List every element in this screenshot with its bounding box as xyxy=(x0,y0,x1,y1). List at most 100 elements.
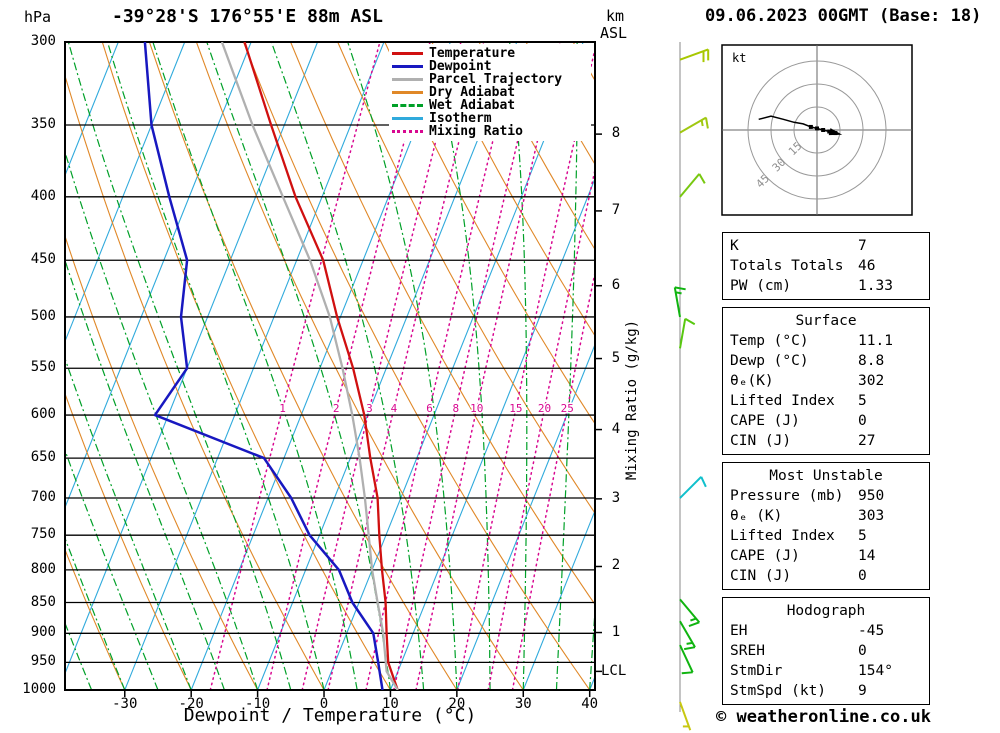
row-label: Dewp (°C) xyxy=(730,353,809,369)
legend-item: Wet Adiabat xyxy=(392,99,591,112)
panel-row: CAPE (J) 0 xyxy=(730,411,922,431)
isotherm-line xyxy=(456,343,595,690)
pressure-axis-unit: hPa xyxy=(24,8,52,26)
legend-label: Temperature xyxy=(429,46,516,61)
temperature-tick-label: 30 xyxy=(514,696,532,712)
panel-row: EH -45 xyxy=(730,621,922,641)
row-label: CIN (J) xyxy=(730,433,792,449)
pressure-tick-label: 350 xyxy=(30,115,56,132)
pressure-tick-label: 750 xyxy=(30,526,56,543)
wet-adiabat-line xyxy=(152,42,358,690)
row-label: Totals Totals xyxy=(730,258,844,274)
mixing-ratio-label: 1 xyxy=(279,402,286,415)
pressure-tick-label: 1000 xyxy=(22,681,56,697)
mixing-ratio-label: 3 xyxy=(366,402,373,415)
info-panels: K 7 Totals Totals 46 PW (cm) 1.33 Surface Temp … xyxy=(722,232,930,712)
dry-adiabat-line xyxy=(384,42,595,425)
panel-row: SREH 0 xyxy=(730,641,922,661)
copyright-link[interactable]: © weatheronline.co.uk xyxy=(716,707,931,727)
panel-row: Dewp (°C) 8.8 xyxy=(730,351,922,371)
wind-barb xyxy=(679,173,706,198)
wet-adiabat-line xyxy=(106,42,325,690)
panel-row: StmSpd (kt) 9 xyxy=(730,681,922,701)
pressure-tick-label: 450 xyxy=(30,251,56,268)
hodograph-trace-arrow xyxy=(828,128,843,136)
legend-label: Dry Adiabat xyxy=(429,85,516,100)
info-panel-indices: K 7 Totals Totals 46 PW (cm) 1.33 xyxy=(722,232,930,300)
legend-item: Dewpoint xyxy=(392,60,591,73)
km-tick-label: 8 xyxy=(611,125,621,142)
wind-barb xyxy=(679,476,707,499)
pressure-tick-label: 950 xyxy=(30,653,56,670)
isotherm-line xyxy=(522,509,595,690)
wind-barb xyxy=(679,317,696,349)
sounding-curves xyxy=(143,42,399,690)
dry-adiabat-line xyxy=(65,548,126,690)
station-title: -39°28'S 176°55'E 88m ASL xyxy=(112,6,383,27)
lcl-label: LCL xyxy=(601,663,627,680)
row-value: 5 xyxy=(858,528,867,544)
panel-row: StmDir 154° xyxy=(730,661,922,681)
legend-line-sample xyxy=(392,52,423,55)
isotherm-line xyxy=(190,42,451,690)
row-value: 7 xyxy=(858,238,867,254)
isotherm-line xyxy=(65,42,252,509)
temperature-tick-label: 10 xyxy=(382,696,399,712)
panel-title: Hodograph xyxy=(786,603,866,619)
mixing-ratio-label: 10 xyxy=(470,402,483,415)
series-dewpoint xyxy=(143,42,384,690)
pressure-tick-label: 700 xyxy=(30,489,56,506)
row-value: 302 xyxy=(858,373,885,389)
row-value: 0 xyxy=(858,413,867,429)
hodograph-trace xyxy=(758,115,836,134)
panel-row: θₑ (K) 303 xyxy=(730,506,922,526)
dry-adiabat-line xyxy=(478,42,595,251)
row-value: 8.8 xyxy=(858,353,885,369)
wet-adiabat-line xyxy=(270,42,425,690)
row-value: 0 xyxy=(858,568,867,584)
mixing-ratio-label: 15 xyxy=(509,402,522,415)
temperature-tick-label: -10 xyxy=(244,696,271,712)
hodograph-trace-marker xyxy=(815,126,819,131)
pressure-tick-label: 550 xyxy=(30,359,56,376)
datetime-title: 09.06.2023 00GMT (Base: 18) xyxy=(705,6,982,26)
row-label: PW (cm) xyxy=(730,278,792,294)
panel-title: Surface xyxy=(795,313,857,329)
panel-row: Pressure (mb) 950 xyxy=(730,486,922,506)
legend-item: Temperature xyxy=(392,47,591,60)
row-label: Temp (°C) xyxy=(730,333,809,349)
panel-row: PW (cm) 1.33 xyxy=(730,276,922,296)
hodograph-trace-marker xyxy=(821,128,826,132)
pressure-tick-label: 800 xyxy=(30,560,56,577)
altitude-axis-unit-km: km xyxy=(606,7,625,25)
wind-barb xyxy=(679,620,696,651)
wind-barbs xyxy=(673,48,710,731)
legend-line-sample xyxy=(392,104,423,107)
panel-row: CIN (J) 27 xyxy=(730,431,922,451)
panel-row: CIN (J) 0 xyxy=(730,566,922,586)
info-panel-most-unstable: Most Unstable Pressure (mb) 950 θₑ (K) 303 Li… xyxy=(722,462,930,590)
wet-adiabat-line xyxy=(347,42,458,690)
dry-adiabat-line xyxy=(65,74,325,690)
legend: Temperature Dewpoint Parcel Trajectory Dry … xyxy=(389,44,591,141)
wind-barb xyxy=(679,644,694,675)
legend-item: Isotherm xyxy=(392,112,591,125)
wet-adiabat-line xyxy=(65,448,159,690)
pressure-tick-label: 850 xyxy=(30,593,56,610)
row-label: θₑ(K) xyxy=(730,373,774,389)
wet-adiabat-line xyxy=(65,258,225,690)
row-value: 0 xyxy=(858,643,867,659)
pressure-tick-label: 500 xyxy=(30,307,56,324)
km-tick-label: 3 xyxy=(611,489,621,506)
dry-adiabat-line xyxy=(431,42,595,337)
plot-frame xyxy=(64,41,596,691)
hodograph-trace-marker xyxy=(808,124,813,129)
legend-line-sample xyxy=(392,130,423,133)
wet-adiabat-line xyxy=(65,356,192,690)
x-axis-label: Dewpoint / Temperature (°C) xyxy=(183,705,477,726)
legend-label: Mixing Ratio xyxy=(429,124,523,139)
row-label: CIN (J) xyxy=(730,568,792,584)
isotherm-line xyxy=(389,177,595,690)
legend-line-sample xyxy=(392,91,423,94)
